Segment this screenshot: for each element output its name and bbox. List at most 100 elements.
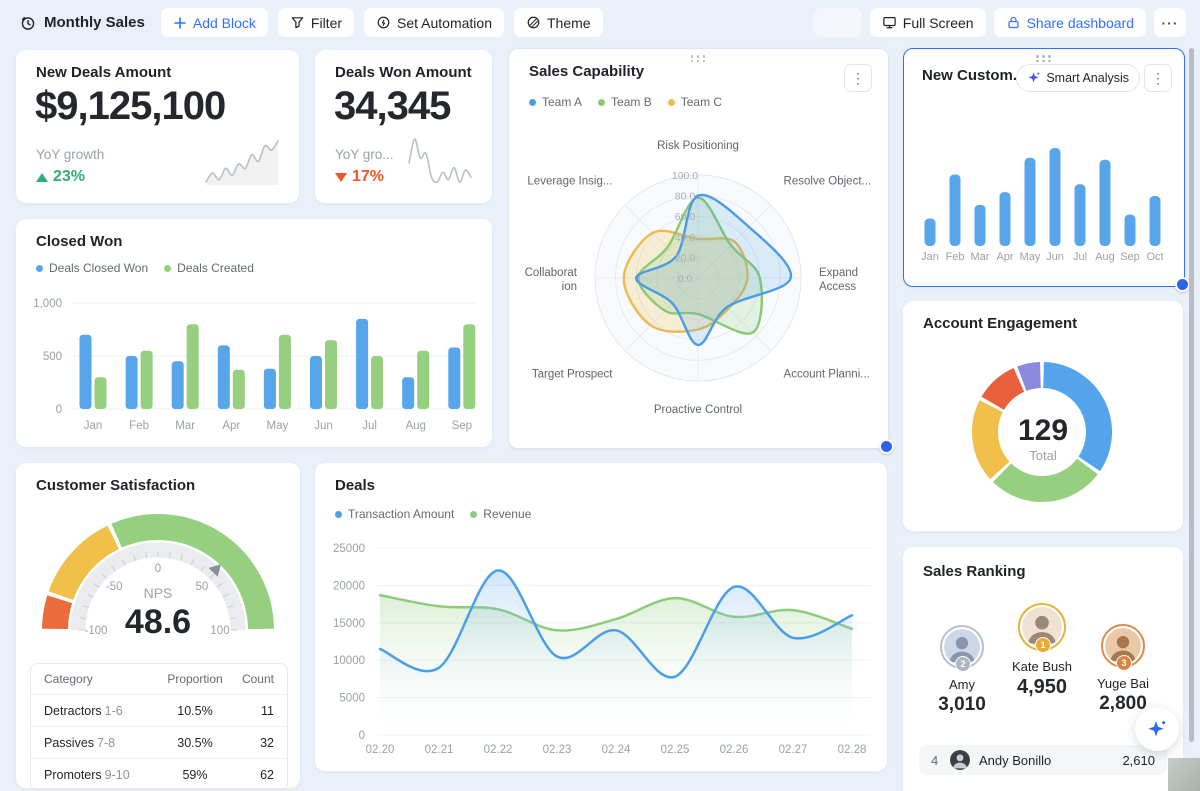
- bar: [1124, 214, 1136, 246]
- card-sales-ranking[interactable]: Sales Ranking 2 Amy 3,010 1 Kate Bush 4,…: [903, 547, 1183, 791]
- kpi-delta-up: 23%: [36, 168, 85, 186]
- add-block-button[interactable]: Add Block: [160, 8, 268, 37]
- resize-handle[interactable]: [879, 439, 894, 454]
- legend-deals-created[interactable]: Deals Created: [164, 261, 254, 275]
- card-customer-satisfaction[interactable]: Customer Satisfaction -100 -50 0 50 100 NPS …: [16, 463, 300, 791]
- legend-revenue[interactable]: Revenue: [470, 507, 531, 521]
- svg-text:02.25: 02.25: [661, 744, 690, 756]
- drag-handle-icon[interactable]: [690, 55, 707, 62]
- svg-text:May: May: [1020, 251, 1041, 263]
- table-row[interactable]: Passives 7-8 30.5% 32: [31, 726, 287, 758]
- radar-chart[interactable]: 100.0 80.0 60.0 40.0 20.0 0.0 Risk Positioning…: [509, 121, 888, 441]
- legend-dot: [470, 510, 478, 518]
- card-menu-button[interactable]: ⋮: [844, 64, 872, 92]
- theme-icon: [527, 16, 540, 29]
- podium-rank-3[interactable]: 3 Yuge Bai 2,800: [1085, 624, 1161, 715]
- bar: [463, 324, 476, 409]
- podium-rank-1[interactable]: 1 Kate Bush 4,950: [1004, 603, 1080, 699]
- legend-team-a[interactable]: Team A: [529, 95, 582, 109]
- rank-value: 2,610: [1122, 752, 1155, 768]
- svg-text:Feb: Feb: [129, 420, 149, 432]
- kpi-value: 34,345: [334, 84, 451, 128]
- card-menu-button[interactable]: ⋮: [1144, 64, 1172, 92]
- kpi-delta-value: 17%: [352, 168, 385, 185]
- deals-legend: Transaction Amount Revenue: [335, 507, 531, 521]
- card-deals[interactable]: Deals Transaction Amount Revenue 0 5000 10…: [315, 463, 887, 771]
- podium-value: 3,010: [938, 694, 986, 715]
- set-automation-label: Set Automation: [397, 14, 492, 31]
- corner-widget: [1168, 758, 1200, 791]
- rank-number: 4: [931, 752, 939, 768]
- bar: [417, 350, 430, 409]
- theme-button[interactable]: Theme: [513, 8, 603, 37]
- closed-won-bar-chart[interactable]: 0 500 1,000 Jan Feb Mar Apr May Jun Jul Aug Sep: [16, 279, 492, 441]
- lock-icon: [1007, 16, 1019, 29]
- svg-text:500: 500: [43, 351, 62, 363]
- new-customers-bar-chart[interactable]: Jan Feb Mar Apr May Jun Jul Aug Sep Oct: [904, 101, 1184, 281]
- legend-deals-closed-won[interactable]: Deals Closed Won: [36, 261, 148, 275]
- avatar: [950, 750, 970, 770]
- toolbar-faded-button[interactable]: [813, 8, 862, 37]
- svg-text:100: 100: [210, 625, 229, 637]
- more-menu-button[interactable]: ···: [1154, 8, 1186, 37]
- radar-series-Team A: [635, 193, 792, 347]
- svg-text:15000: 15000: [333, 618, 365, 630]
- svg-text:5000: 5000: [339, 693, 365, 705]
- card-title: Deals Won Amount: [335, 64, 472, 81]
- legend-team-c[interactable]: Team C: [667, 95, 722, 109]
- card-new-deals-amount[interactable]: New Deals Amount $9,125,100 YoY growth 2…: [16, 50, 299, 203]
- more-icon: ···: [1161, 14, 1179, 31]
- card-closed-won[interactable]: Closed Won Deals Closed Won Deals Create…: [16, 219, 492, 447]
- card-account-engagement[interactable]: Account Engagement 129 Total: [903, 301, 1183, 531]
- legend-team-b[interactable]: Team B: [598, 95, 652, 109]
- svg-text:0: 0: [56, 404, 62, 416]
- podium-rank-2[interactable]: 2 Amy 3,010: [924, 625, 1000, 716]
- svg-text:100.0: 100.0: [672, 170, 698, 182]
- bar: [140, 350, 153, 409]
- filter-button[interactable]: Filter: [277, 8, 355, 37]
- radar-legend: Team A Team B Team C: [529, 95, 722, 109]
- svg-text:02.27: 02.27: [779, 744, 808, 756]
- svg-text:Oct: Oct: [1146, 251, 1163, 263]
- rank-badge: 1: [1035, 637, 1051, 653]
- kpi-delta-value: 23%: [53, 168, 86, 185]
- vertical-scrollbar[interactable]: [1189, 48, 1194, 742]
- svg-text:Risk Positioning: Risk Positioning: [657, 140, 739, 152]
- drag-handle-icon[interactable]: [1036, 55, 1052, 62]
- line-series-Transaction Amount: [378, 569, 854, 679]
- table-row[interactable]: Promoters 9-10 59% 62: [31, 758, 287, 790]
- ai-assistant-button[interactable]: [1135, 707, 1179, 751]
- ranking-row[interactable]: 4 Andy Bonillo 2,610: [919, 745, 1167, 775]
- engagement-donut-chart[interactable]: [957, 347, 1127, 517]
- rank-badge: 3: [1116, 655, 1132, 671]
- bar: [974, 204, 986, 246]
- smart-analysis-button[interactable]: Smart Analysis: [1016, 64, 1140, 92]
- svg-text:-50: -50: [106, 581, 123, 593]
- table-row[interactable]: Detractors 1-6 10.5% 11: [31, 694, 287, 726]
- nps-table: Category Proportion Count Detractors 1-6 10.5…: [30, 663, 288, 791]
- set-automation-button[interactable]: Set Automation: [364, 8, 504, 37]
- full-screen-button[interactable]: Full Screen: [869, 8, 986, 37]
- bar: [278, 334, 291, 409]
- donut-segment: [1017, 362, 1042, 392]
- deals-line-chart[interactable]: 0 5000 10000 15000 20000 25000 02.20 02.21 02.22…: [315, 527, 887, 767]
- resize-handle[interactable]: [1175, 277, 1190, 292]
- card-deals-won-amount[interactable]: Deals Won Amount 34,345 YoY gro... 17%: [315, 50, 492, 203]
- podium-name: Yuge Bai: [1096, 676, 1150, 691]
- legend-dot: [164, 264, 172, 272]
- card-new-customers[interactable]: New Custom... Smart Analysis ⋮ Jan Feb Mar…: [903, 48, 1190, 292]
- gauge-needle: [208, 564, 221, 577]
- bar: [1024, 157, 1036, 246]
- card-sales-capability[interactable]: Sales Capability ⋮ Team A Team B Team C …: [508, 48, 894, 454]
- svg-text:Proactive Control: Proactive Control: [654, 404, 742, 416]
- kpi-caption: YoY growth: [36, 147, 105, 162]
- nps-gauge-chart[interactable]: -100 -50 0 50 100: [16, 499, 300, 654]
- bar: [1149, 196, 1161, 246]
- history-clock-icon: [21, 16, 35, 30]
- bar: [1049, 148, 1061, 246]
- svg-text:02.20: 02.20: [366, 744, 395, 756]
- share-dashboard-button[interactable]: Share dashboard: [993, 8, 1146, 37]
- legend-transaction-amount[interactable]: Transaction Amount: [335, 507, 454, 521]
- bar: [1099, 159, 1111, 246]
